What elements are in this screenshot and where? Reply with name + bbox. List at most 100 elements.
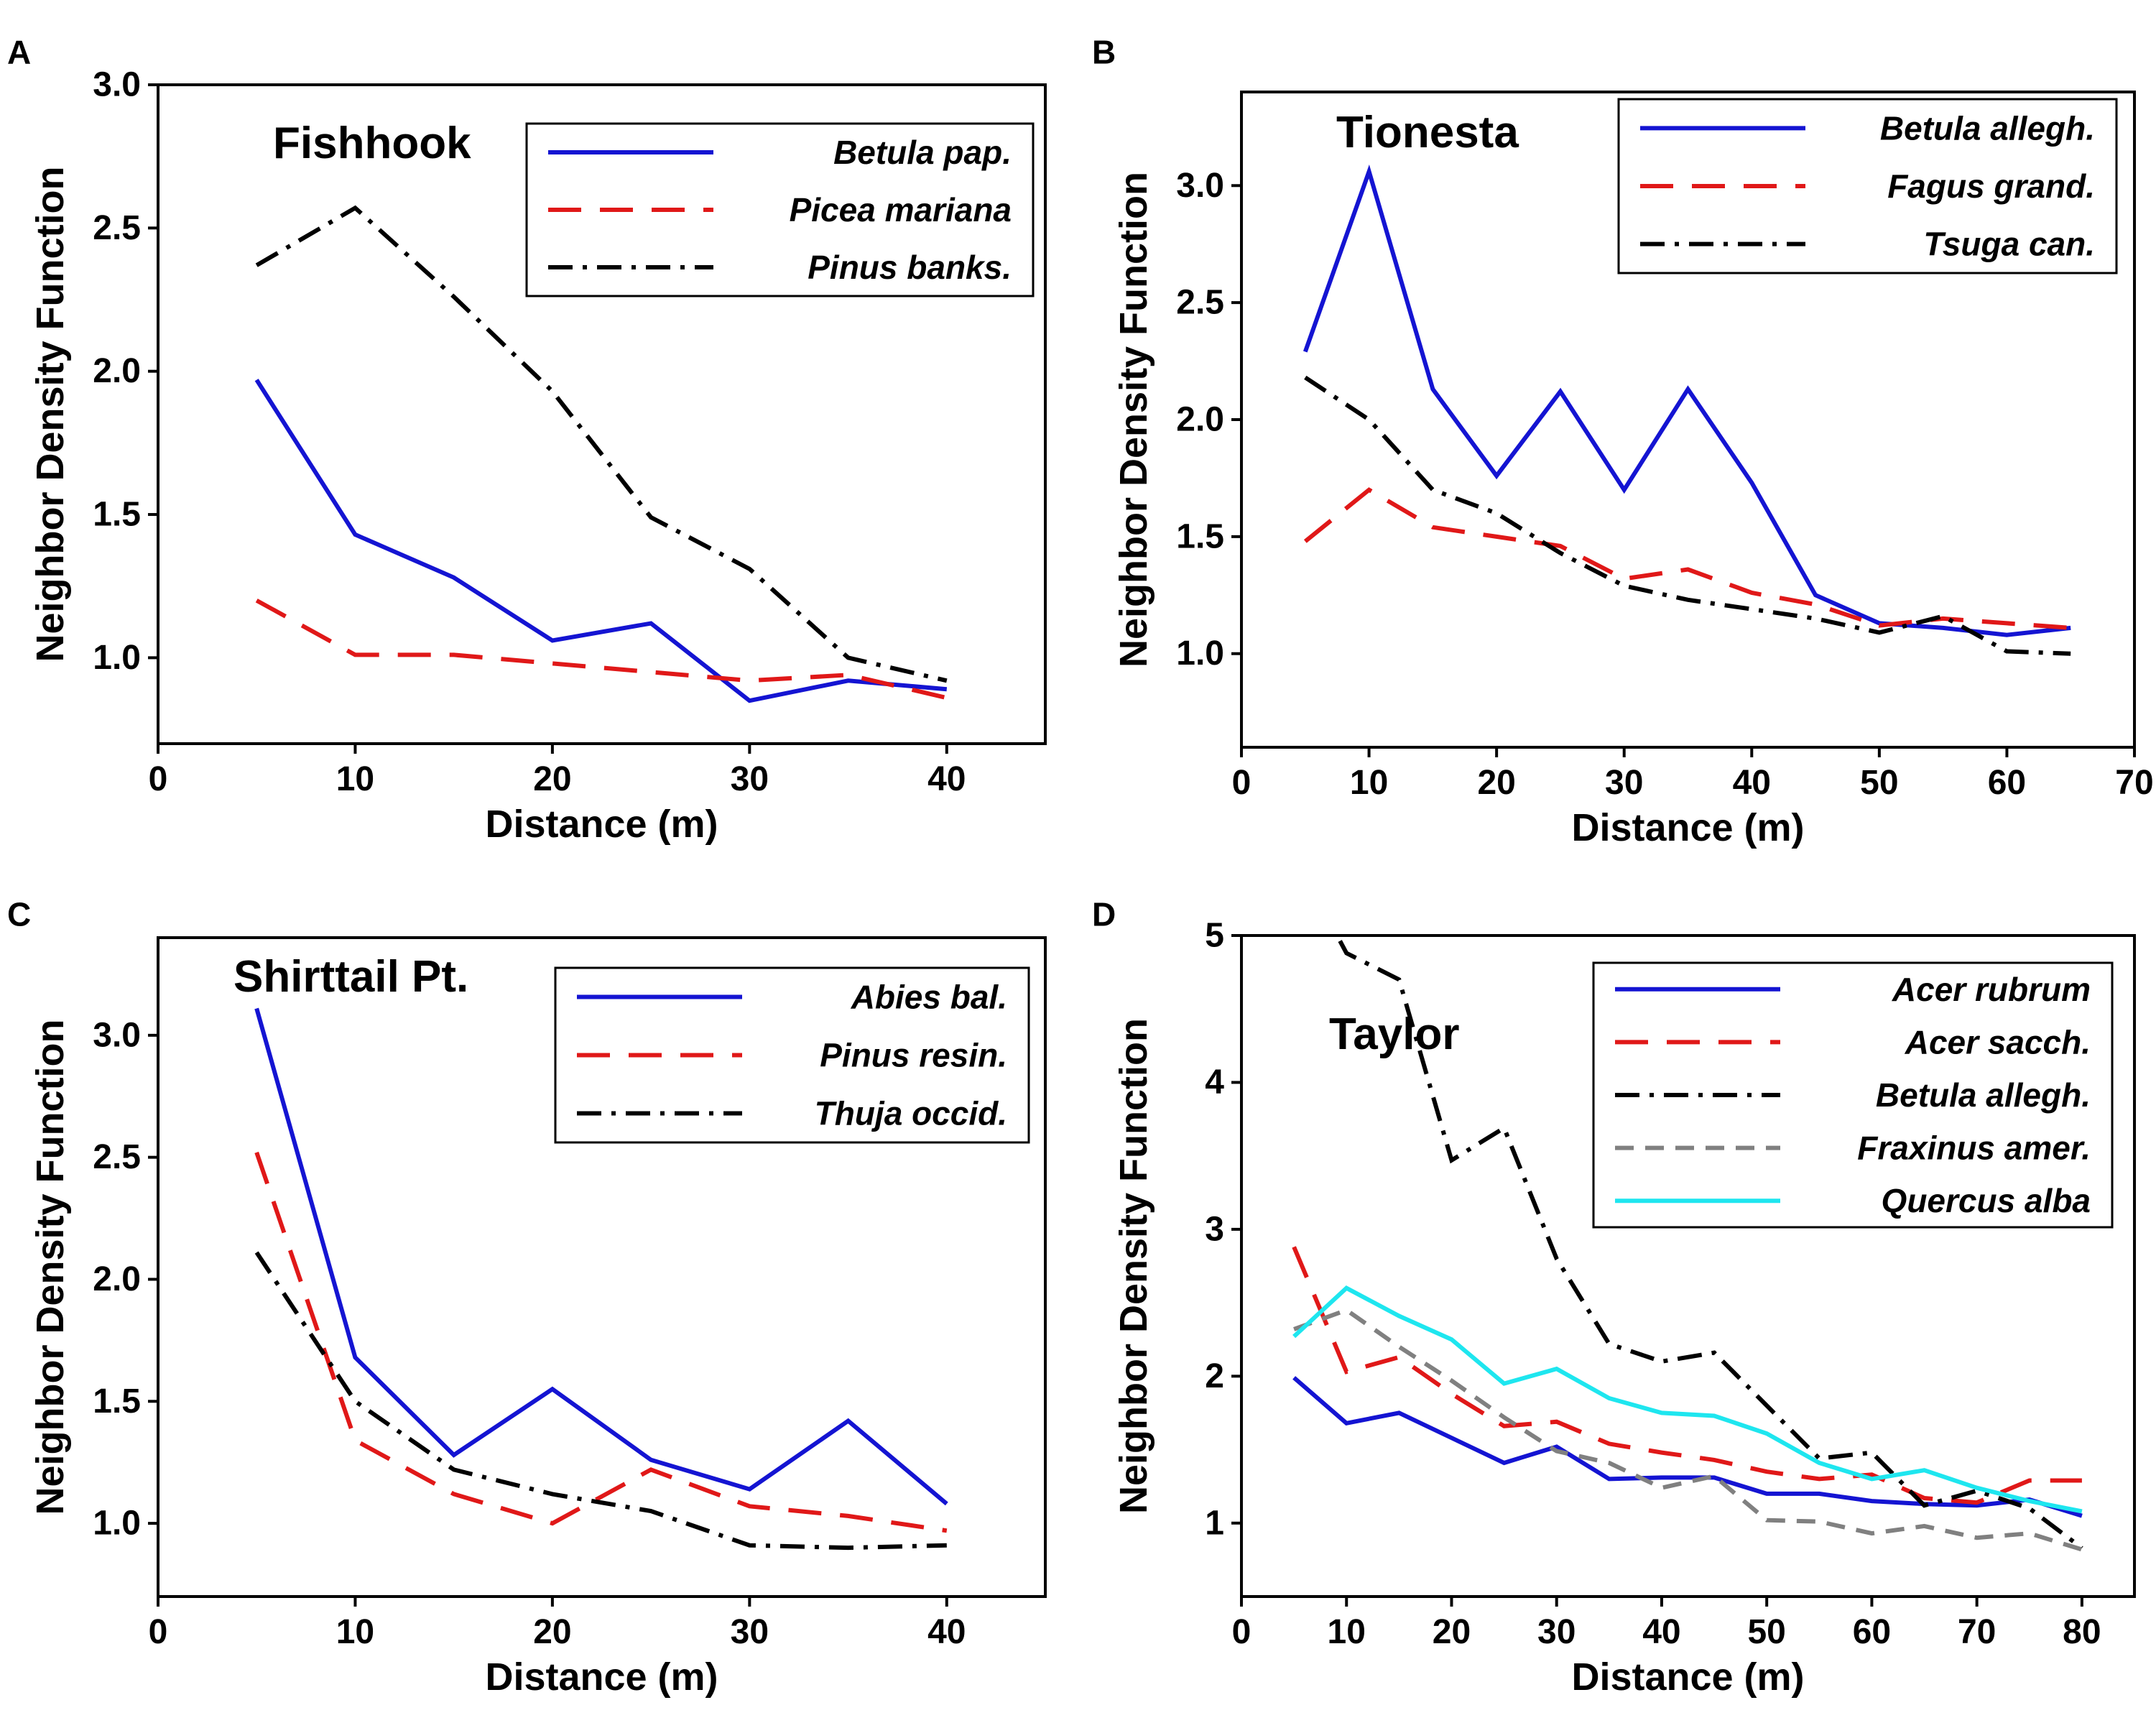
panel-b-site-title: Tionesta [1336, 108, 1519, 157]
panel-b-x-tick-label: 50 [1860, 764, 1898, 802]
panel-d-y-tick-label: 5 [1205, 917, 1224, 955]
panel-a-plot-frame [157, 83, 1047, 745]
panel-b-legend-label-tsuga-can: Tsuga can. [1923, 226, 2095, 263]
panel-d-x-tick-label: 40 [1642, 1613, 1680, 1651]
panel-c-y-tick-label: 1.5 [93, 1382, 141, 1421]
panel-d-y-axis-label: Neighbor Density Function [1112, 1018, 1155, 1514]
panel-d-x-tick-label: 10 [1328, 1613, 1366, 1651]
panel-c-y-tick-label: 2.5 [93, 1138, 141, 1176]
panel-d-legend-label-quercus-alba: Quercus alba [1882, 1182, 2091, 1219]
panel-d-site-title: Taylor [1329, 1010, 1459, 1059]
panel-a-x-tick-label: 10 [336, 760, 374, 798]
panel-d-series-betula-allegh [1334, 936, 2083, 1550]
panel-a-letter: A [7, 34, 31, 71]
panel-c-x-tick-label: 10 [336, 1613, 374, 1651]
panel-a-y-tick-label: 1.0 [93, 639, 141, 677]
panel-b-legend-label-fagus-grand: Fagus grand. [1887, 167, 2095, 205]
panel-b-y-tick-label: 3.0 [1176, 167, 1224, 205]
panel-b-series-fagus-grand [1303, 487, 2071, 630]
panel-a-x-axis-label: Distance (m) [485, 803, 718, 846]
panel-b: B 0 10 20 30 40 50 60 70 1.0 1.5 2.0 2.5 3.0 Distance … [1092, 34, 2154, 849]
panel-b-x-tick-label: 60 [1988, 764, 2026, 802]
panel-d-x-tick-label: 70 [1958, 1613, 1996, 1651]
panel-a-legend-label-picea-mariana: Picea mariana [790, 191, 1012, 228]
panel-c-legend-label-abies-bal: Abies bal. [851, 979, 1007, 1016]
panel-b-y-tick-label: 1.0 [1176, 634, 1224, 673]
panel-b-legend: Betula allegh. Fagus grand. Tsuga can. [1617, 98, 2118, 274]
panel-b-series-betula-allegh [1303, 164, 2071, 637]
panel-d-x-tick-label: 60 [1853, 1613, 1891, 1651]
panel-c: C 0 10 20 30 40 1.0 1.5 2.0 2.5 3.0 Distance (m) Nei… [7, 896, 1047, 1699]
panel-c-legend-label-thuja-occid: Thuja occid. [815, 1095, 1007, 1132]
panel-c-series-abies-bal [254, 1007, 948, 1506]
panel-a-legend-label-betula-pap: Betula pap. [833, 134, 1012, 171]
panel-b-legend-label-betula-allegh: Betula allegh. [1880, 109, 2095, 147]
panel-c-y-axis-label: Neighbor Density Function [29, 1019, 72, 1515]
panel-d-series-acer-rubrum [1292, 1376, 2083, 1518]
panel-c-plot-frame [157, 936, 1047, 1598]
panel-b-y-tick-label: 2.0 [1176, 401, 1224, 439]
panel-b-x-tick-label: 70 [2115, 764, 2153, 802]
panel-b-letter: B [1092, 34, 1116, 71]
panel-a-x-tick-label: 20 [533, 760, 571, 798]
panel-c-legend: Abies bal. Pinus resin. Thuja occid. [554, 966, 1030, 1144]
panel-d-legend-label-betula-allegh: Betula allegh. [1876, 1076, 2091, 1114]
panel-d-series-quercus-alba [1292, 1285, 2083, 1514]
panel-a-y-tick-label: 3.0 [93, 66, 141, 104]
panel-b-x-tick-label: 30 [1605, 764, 1643, 802]
panel-a-y-tick-label: 2.0 [93, 352, 141, 390]
panel-c-x-tick-label: 30 [731, 1613, 769, 1651]
panel-b-x-tick-label: 10 [1350, 764, 1388, 802]
panel-c-x-axis-label: Distance (m) [485, 1655, 718, 1699]
panel-d-legend: Acer rubrum Acer sacch. Betula allegh. Frax… [1592, 961, 2114, 1229]
panel-c-legend-label-pinus-resin: Pinus resin. [820, 1037, 1007, 1074]
panel-d-series-acer-sacch [1292, 1246, 2082, 1505]
panel-a-series-picea-mariana [255, 599, 948, 701]
panel-b-y-tick-label: 1.5 [1176, 517, 1224, 555]
panel-a-y-tick-label: 2.5 [93, 209, 141, 247]
panel-b-y-tick-label: 2.5 [1176, 284, 1224, 322]
panel-a-legend-label-pinus-banks: Pinus banks. [808, 249, 1012, 286]
panel-d-plot-frame [1240, 934, 2136, 1598]
panel-c-x-tick-label: 20 [533, 1613, 571, 1651]
panel-c-series-thuja-occid [254, 1251, 947, 1551]
panel-b-x-axis-label: Distance (m) [1571, 806, 1804, 849]
panel-a-x-tick-label: 30 [731, 760, 769, 798]
panel-c-letter: C [7, 896, 31, 933]
panel-d-x-axis-label: Distance (m) [1571, 1655, 1804, 1699]
panel-d-series-fraxinus-amer [1293, 1307, 2083, 1552]
panel-d-legend-label-fraxinus-amer: Fraxinus amer. [1857, 1130, 2091, 1167]
panel-a: A 0 10 20 30 40 1.0 1.5 2.0 2.5 3.0 Distance (m) Nei… [7, 34, 1047, 846]
panel-b-x-tick-label: 20 [1477, 764, 1515, 802]
panel-c-site-title: Shirttail Pt. [233, 952, 468, 1002]
panel-a-series-betula-pap [254, 379, 948, 703]
panel-b-x-tick-label: 40 [1733, 764, 1771, 802]
panel-d-y-tick-label: 3 [1205, 1210, 1224, 1248]
panel-a-y-axis-label: Neighbor Density Function [29, 166, 72, 662]
panel-c-y-tick-label: 2.0 [93, 1260, 141, 1298]
panel-d-x-tick-label: 30 [1537, 1613, 1576, 1651]
panel-b-x-tick-label: 0 [1232, 764, 1252, 802]
panel-d-legend-label-acer-rubrum: Acer rubrum [1892, 971, 2091, 1008]
panel-a-legend: Betula pap. Picea mariana Pinus banks. [525, 122, 1035, 297]
panel-c-x-tick-label: 0 [149, 1613, 168, 1651]
panel-a-x-tick-label: 40 [927, 760, 966, 798]
panel-d-y-tick-label: 2 [1205, 1357, 1224, 1395]
panel-a-series-pinus-banks [255, 205, 948, 683]
panel-d-x-tick-label: 80 [2063, 1613, 2101, 1651]
panel-a-y-tick-label: 1.5 [93, 496, 141, 534]
panel-c-series-pinus-resin [254, 1151, 948, 1533]
panel-c-y-tick-label: 3.0 [93, 1016, 141, 1054]
panel-b-series-tsuga-can [1304, 375, 2071, 656]
panel-d-x-tick-label: 0 [1232, 1613, 1252, 1651]
panel-b-y-axis-label: Neighbor Density Function [1112, 172, 1155, 668]
panel-c-y-tick-label: 1.0 [93, 1505, 141, 1543]
panel-d-legend-label-acer-sacch: Acer sacch. [1905, 1023, 2091, 1061]
panel-d-x-tick-label: 50 [1747, 1613, 1785, 1651]
panel-a-x-tick-label: 0 [149, 760, 168, 798]
panel-d-letter: D [1092, 896, 1116, 933]
panel-d-y-tick-label: 1 [1205, 1504, 1224, 1542]
panel-a-site-title: Fishhook [273, 119, 471, 168]
panel-d-y-tick-label: 4 [1205, 1063, 1224, 1101]
